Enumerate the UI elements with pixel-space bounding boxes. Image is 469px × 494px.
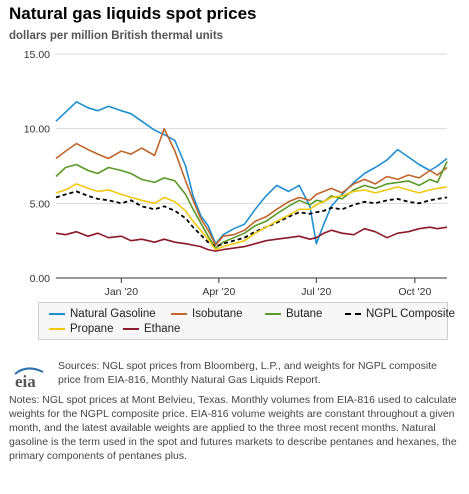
legend-item-butane: Butane [265,307,322,321]
x-tick-label: Oct '20 [398,286,431,298]
legend-swatch [49,328,65,330]
svg-text:eia: eia [15,372,36,390]
legend-item-ngpl-composite: NGPL Composite [345,307,455,321]
legend-label: Ethane [144,323,181,335]
series-line-propane [55,183,448,251]
y-tick-label: 15.00 [24,49,50,61]
chart-subtitle: dollars per million British thermal unit… [9,30,224,42]
chart-title: Natural gas liquids spot prices [9,4,257,23]
legend-label: Butane [286,308,323,320]
legend-swatch [171,313,187,315]
legend-label: Propane [70,323,114,335]
line-chart: 0.00 5.00 10.00 15.00 Jan '20 Apr '20 Jul '20 O… [24,49,448,298]
y-tick-label: 0.00 [30,273,51,285]
legend-item-ethane: Ethane [123,322,180,336]
legend-label: NGPL Composite [366,308,456,320]
x-tick-label: Jul '20 [301,286,331,298]
legend-label: Natural Gasoline [70,308,156,320]
legend-item-isobutane: Isobutane [171,307,243,321]
chart-legend: Natural Gasoline Isobutane Butane NGPL Comp… [38,302,455,340]
legend-swatch [49,313,65,315]
series-line-butane [55,161,448,249]
series-line-isobutane [55,127,448,246]
series-line-ngpl-composite [55,190,448,248]
sources-note: Sources: NGL spot prices from Bloomberg,… [58,360,437,386]
x-tick-label: Apr '20 [202,286,235,298]
legend-swatch [345,313,361,315]
y-tick-label: 10.00 [24,124,50,136]
legend-swatch [265,313,281,315]
y-tick-label: 5.00 [30,198,51,210]
legend-item-propane: Propane [49,322,113,336]
x-tick-label: Jan '20 [105,286,139,298]
eia-logo: eia [14,367,44,390]
legend-item-natural-gasoline: Natural Gasoline [49,307,156,321]
notes-text: Notes: NGL spot prices at Mont Belvieu, … [9,394,457,462]
series-line-ethane [55,226,448,252]
series-line-natural-gasoline [55,101,448,245]
legend-swatch [123,328,139,330]
legend-label: Isobutane [192,308,243,320]
